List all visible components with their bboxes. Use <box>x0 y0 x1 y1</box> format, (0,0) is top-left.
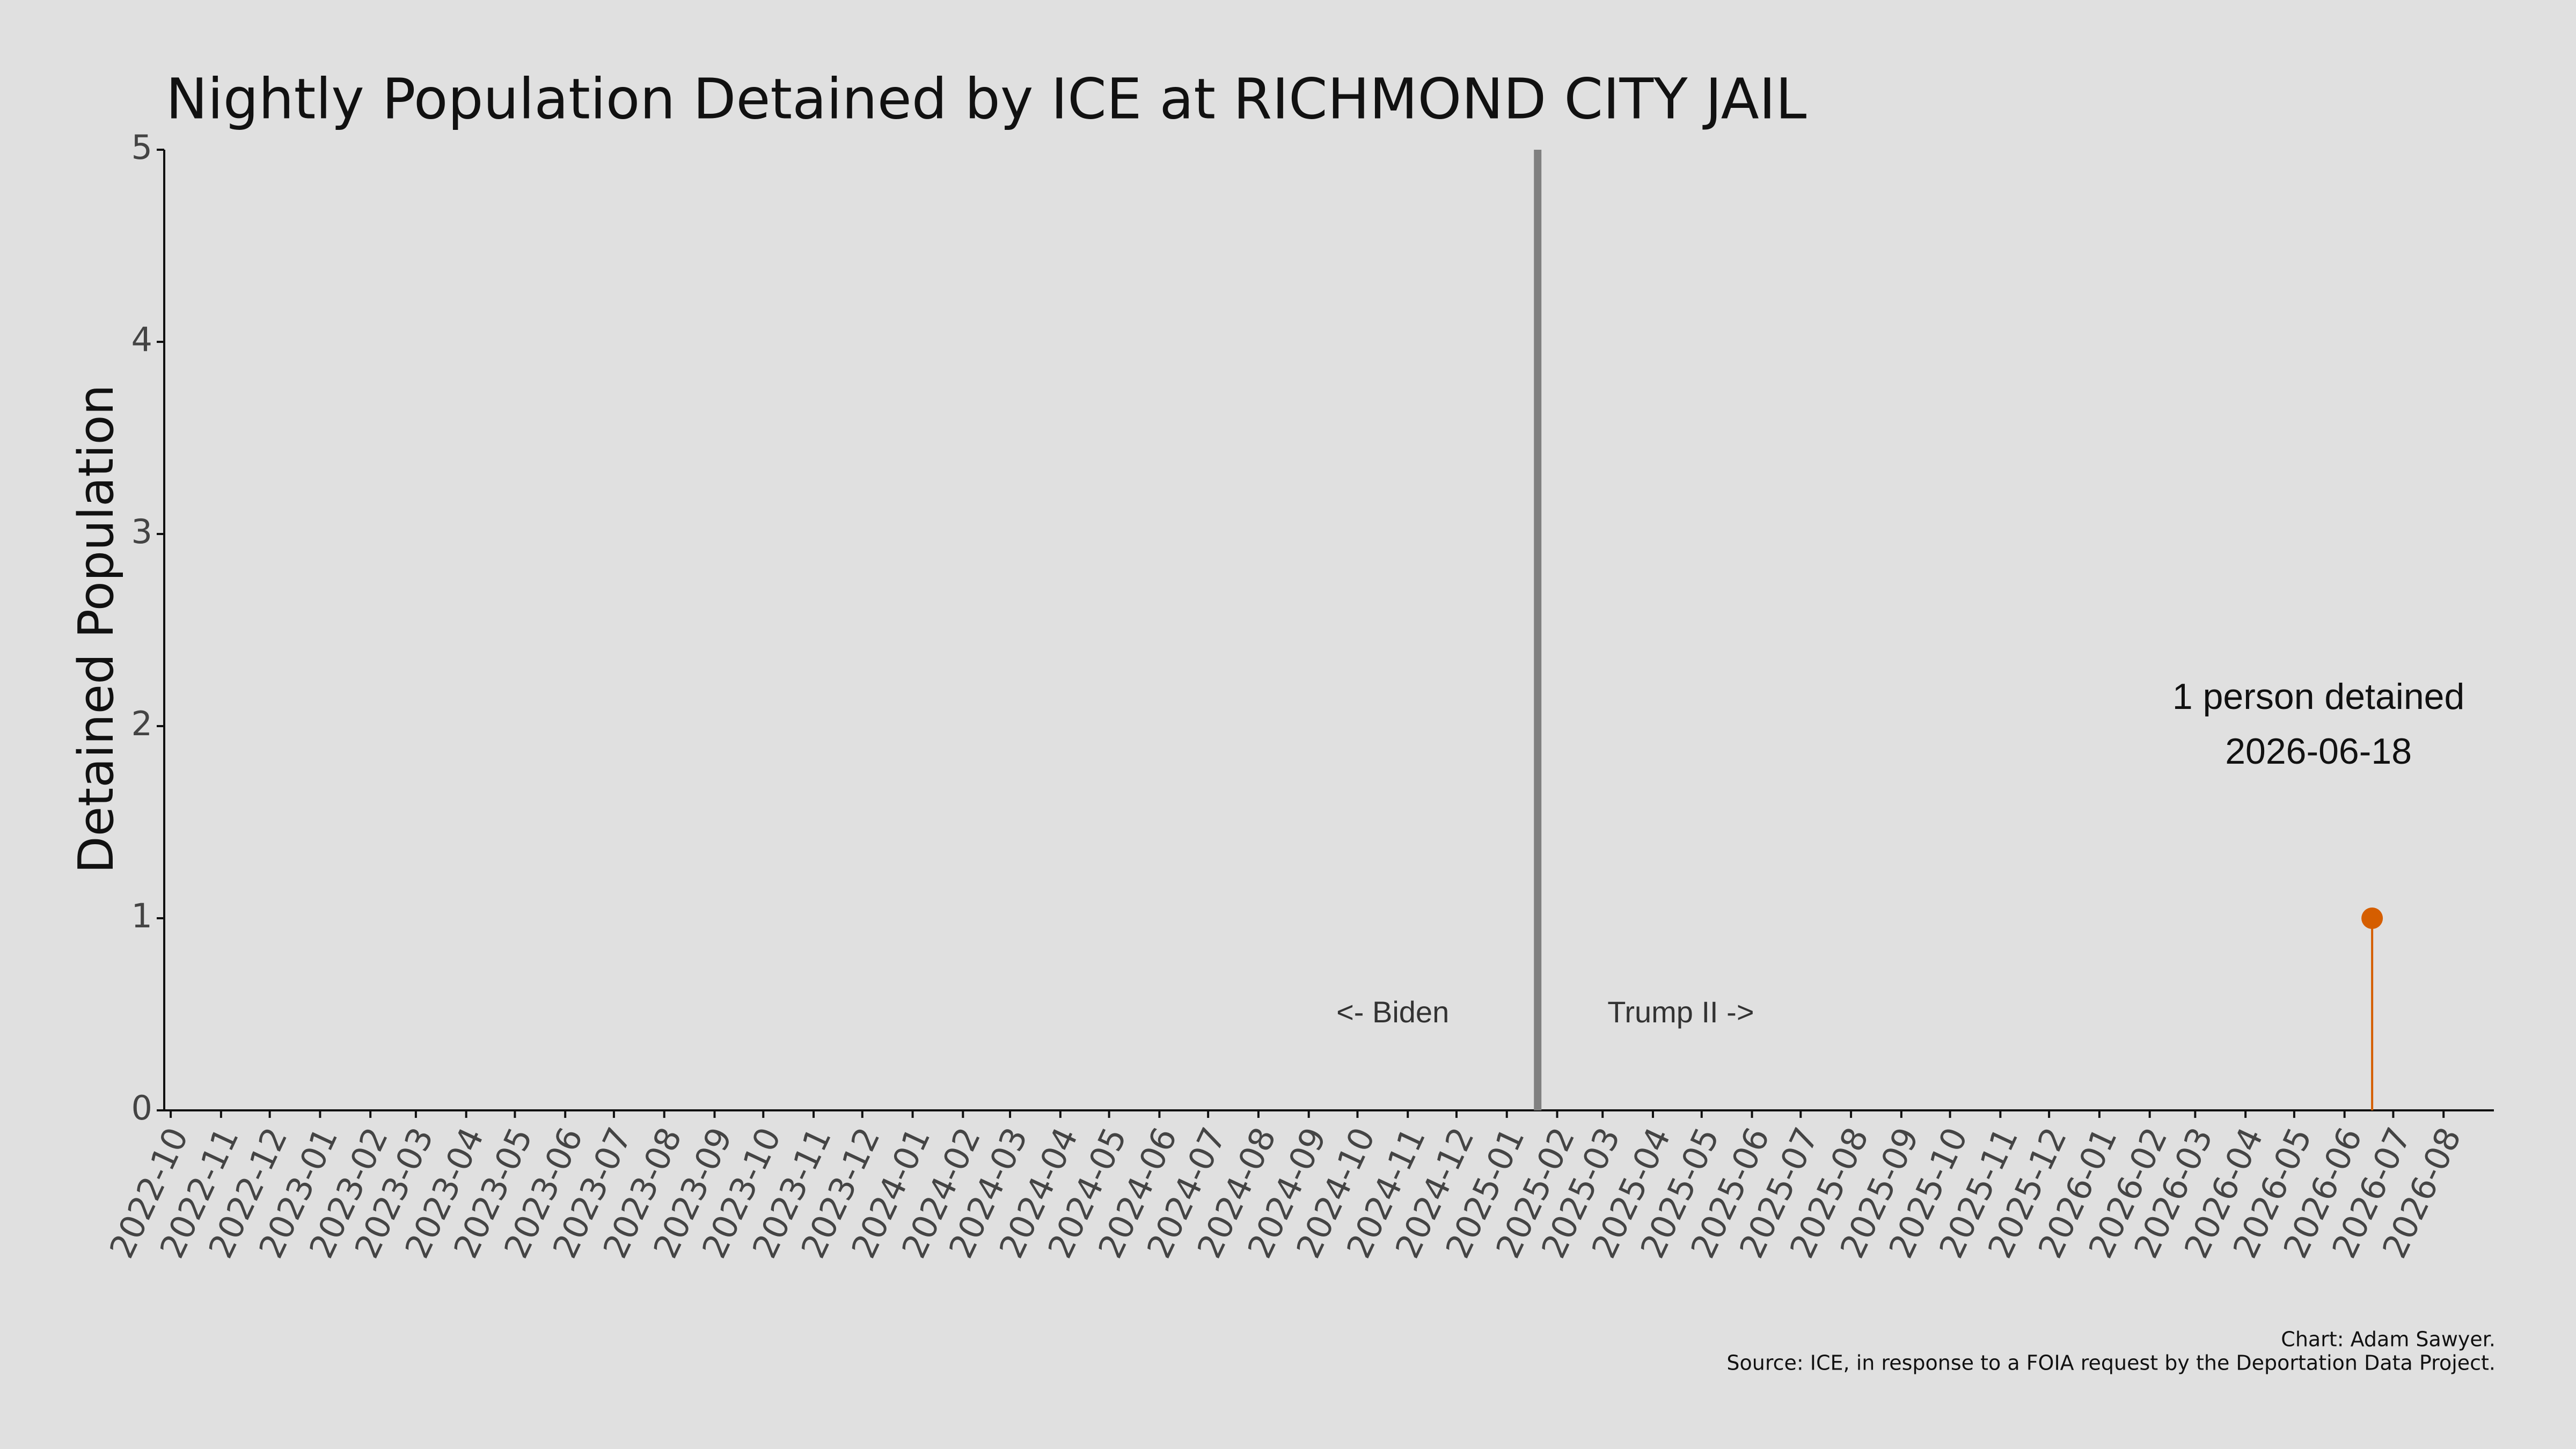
footer-source: Source: ICE, in response to a FOIA reque… <box>1726 1351 2496 1375</box>
y-tick-label: 2 <box>131 704 152 743</box>
footer-credit: Chart: Adam Sawyer. <box>2281 1328 2496 1351</box>
annotation: 1 person detained <box>2172 676 2464 717</box>
y-tick-label: 3 <box>131 512 152 551</box>
divider-left-label: <- Biden <box>1336 995 1449 1029</box>
divider-right-label: Trump II -> <box>1607 995 1754 1029</box>
chart-title: Nightly Population Detained by ICE at RI… <box>166 66 1806 131</box>
y-tick-label: 0 <box>131 1088 152 1128</box>
y-tick-label: 1 <box>131 896 152 935</box>
annotation-date: 2026-06-18 <box>2225 731 2412 772</box>
point <box>2361 908 2383 929</box>
y-axis-label: Detained Population <box>68 384 125 873</box>
y-tick-label: 4 <box>131 320 152 359</box>
y-tick-label: 5 <box>131 128 152 167</box>
